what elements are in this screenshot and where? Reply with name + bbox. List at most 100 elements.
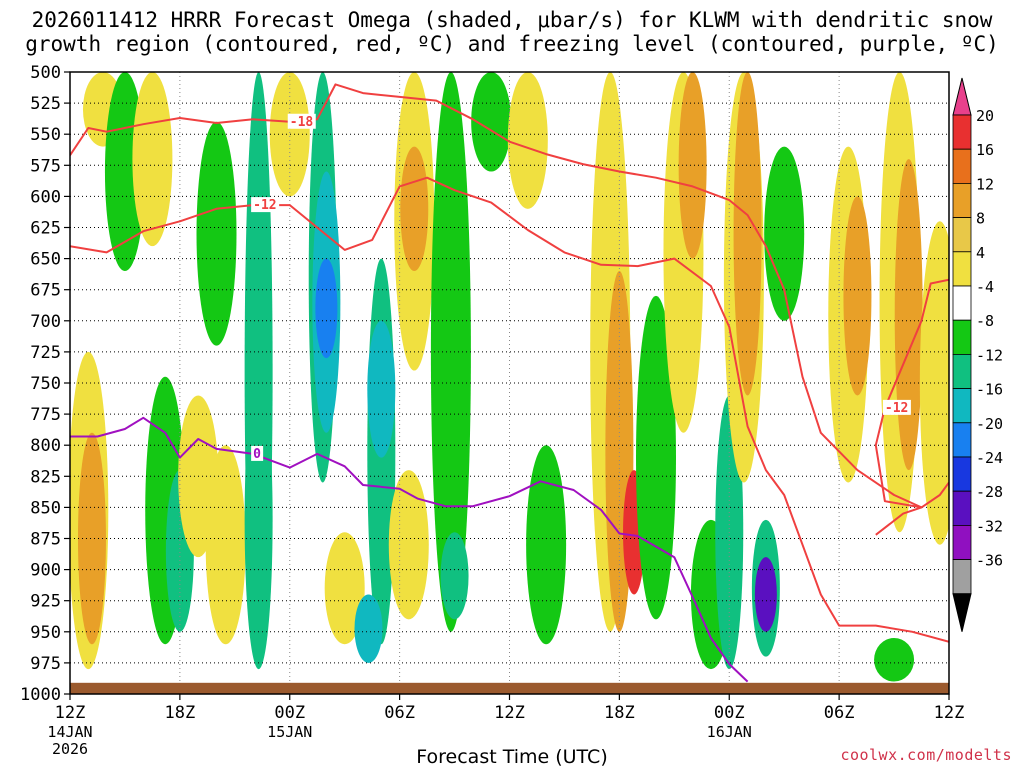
- x-tick-label: 00Z: [714, 703, 745, 723]
- colorbar-segment: [952, 217, 972, 253]
- y-tick-label: 850: [30, 498, 61, 518]
- y-tick-label: 775: [30, 405, 61, 425]
- colorbar-top-triangle: [952, 77, 972, 116]
- chart-title-line2: growth region (contoured, red, ºC) and f…: [25, 32, 999, 56]
- omega-cell: [894, 159, 923, 471]
- colorbar-label: -24: [976, 449, 1003, 467]
- colorbar-segment: [952, 285, 972, 321]
- y-tick-label: 525: [30, 94, 61, 114]
- y-tick-label: 950: [30, 623, 61, 643]
- y-tick-label: 750: [30, 374, 61, 394]
- y-tick-label: 550: [30, 125, 61, 145]
- colorbar-label: -28: [976, 483, 1003, 501]
- x-tick-date: 16JAN: [707, 723, 752, 741]
- colorbar: 20 16 12 8 4 -4 -8 -12 -16 -20 -24 -28 -32 -36: [952, 77, 1003, 632]
- contour-label: 0: [253, 447, 261, 462]
- omega-cell: [132, 72, 173, 247]
- omega-cell: [205, 445, 246, 645]
- y-tick-label: 625: [30, 219, 61, 239]
- omega-cell: [471, 72, 512, 172]
- x-tick-date: 14JAN: [47, 723, 92, 741]
- colorbar-segment: [952, 114, 972, 150]
- omega-cell: [843, 196, 872, 396]
- omega-cell: [269, 72, 310, 197]
- colorbar-segment: [952, 182, 972, 218]
- colorbar-label: -4: [976, 278, 994, 296]
- colorbar-label: -20: [976, 415, 1003, 433]
- x-tick-label: 12Z: [934, 703, 965, 723]
- colorbar-label: 20: [976, 107, 994, 125]
- contour-line: [874, 278, 949, 536]
- omega-cell: [733, 72, 762, 396]
- y-tick-label: 800: [30, 436, 61, 456]
- y-tick-label: 975: [30, 654, 61, 674]
- x-tick-label: 18Z: [165, 703, 196, 723]
- contour-label-bg: [287, 113, 316, 129]
- omega-cell: [874, 638, 915, 682]
- colorbar-label: -8: [976, 312, 994, 330]
- x-tick-label: 00Z: [274, 703, 305, 723]
- colorbar-label: -36: [976, 552, 1003, 570]
- omega-cell: [367, 320, 396, 458]
- colorbar-segment: [952, 353, 972, 389]
- contour-line: [70, 83, 949, 509]
- y-tick-label: 675: [30, 281, 61, 301]
- y-tick-label: 1000: [20, 685, 61, 705]
- contour-label-bg: [251, 197, 280, 213]
- y-tick-label: 650: [30, 250, 61, 270]
- contour-line: [70, 176, 949, 643]
- omega-shading-layer: [70, 72, 949, 682]
- omega-cell: [754, 557, 777, 632]
- contour-label: -12: [253, 198, 276, 213]
- omega-cell: [196, 121, 237, 346]
- colorbar-label: -32: [976, 517, 1003, 535]
- colorbar-label: 12: [976, 175, 994, 193]
- omega-cell: [526, 445, 567, 645]
- x-axis-label: Forecast Time (UTC): [416, 746, 608, 768]
- y-tick-label: 725: [30, 343, 61, 363]
- chart-title-line1: 2026011412 HRRR Forecast Omega (shaded, …: [31, 8, 993, 32]
- omega-cell: [244, 370, 273, 670]
- credit-link[interactable]: coolwx.com/modelts: [840, 746, 1012, 764]
- omega-cell: [764, 146, 805, 321]
- y-tick-label: 875: [30, 530, 61, 550]
- contour-line: [70, 416, 749, 683]
- colorbar-label: 8: [976, 210, 985, 228]
- colorbar-label: 4: [976, 244, 985, 262]
- colorbar-segment: [952, 319, 972, 355]
- y-tick-label: 575: [30, 156, 61, 176]
- y-tick-label: 500: [30, 63, 61, 83]
- colorbar-segment: [952, 490, 972, 526]
- colorbar-segment: [952, 525, 972, 561]
- x-tick-label: 06Z: [824, 703, 855, 723]
- omega-cell: [678, 72, 707, 259]
- contour-label-bg: [882, 399, 911, 415]
- colorbar-segment: [952, 388, 972, 424]
- colorbar-segment: [952, 148, 972, 184]
- omega-cell: [324, 532, 365, 645]
- y-tick-label: 600: [30, 187, 61, 207]
- contour-layer: -18 -12 -12 0: [70, 83, 949, 683]
- contour-label-bg: [251, 445, 264, 461]
- x-tick-year: 2026: [52, 740, 88, 758]
- y-tick-label: 925: [30, 592, 61, 612]
- x-tick-label: 06Z: [384, 703, 415, 723]
- x-tick-label: 12Z: [494, 703, 525, 723]
- colorbar-label: 16: [976, 141, 994, 159]
- contour-label: -18: [290, 115, 314, 130]
- omega-cell: [354, 594, 383, 663]
- y-axis: 500 525 550 575 600 625 650 675 700 725 750 775 800 8…: [20, 63, 70, 705]
- omega-cell: [440, 532, 469, 620]
- contour-label: -12: [885, 401, 908, 416]
- x-tick-label: 18Z: [604, 703, 635, 723]
- colorbar-label: -12: [976, 346, 1003, 364]
- omega-cell: [507, 72, 548, 209]
- y-tick-label: 900: [30, 561, 61, 581]
- omega-cell: [400, 146, 429, 272]
- colorbar-segment: [952, 251, 972, 287]
- colorbar-segment: [952, 422, 972, 458]
- y-tick-label: 825: [30, 467, 61, 487]
- colorbar-bottom-triangle: [952, 593, 972, 632]
- colorbar-segment: [952, 456, 972, 492]
